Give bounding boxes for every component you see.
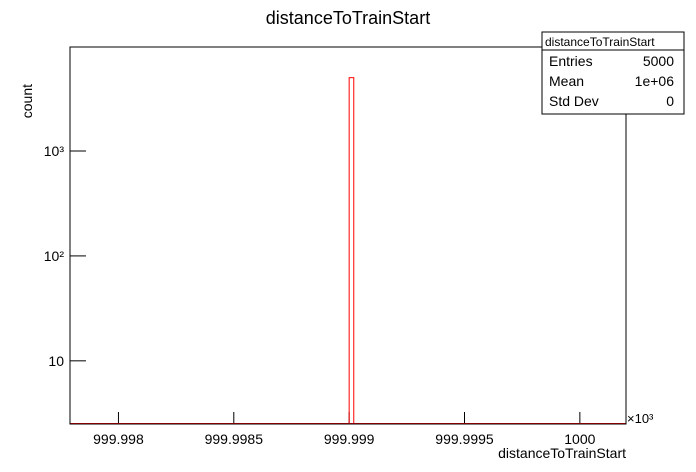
x-tick-label: 999.9985 xyxy=(205,431,264,447)
stats-label: Entries xyxy=(549,53,593,69)
x-exponent: ×10³ xyxy=(627,411,654,426)
y-tick-label: 10 xyxy=(48,353,64,369)
y-axis-label: count xyxy=(19,84,35,118)
stats-box xyxy=(541,31,685,115)
x-axis-label: distanceToTrainStart xyxy=(498,445,626,461)
x-tick-label: 999.999 xyxy=(324,431,375,447)
stats-label: Mean xyxy=(549,73,584,89)
stats-label: Std Dev xyxy=(549,93,599,109)
x-tick-label: 999.9995 xyxy=(435,431,494,447)
y-tick-label: 10³ xyxy=(44,143,65,159)
chart-title: distanceToTrainStart xyxy=(266,8,430,28)
stats-value: 5000 xyxy=(643,53,674,69)
x-tick-label: 999.998 xyxy=(93,431,144,447)
stats-value: 1e+06 xyxy=(635,73,675,89)
stats-value: 0 xyxy=(666,93,674,109)
y-tick-label: 10² xyxy=(44,248,65,264)
plot-frame xyxy=(69,46,627,425)
x-tick-label: 1000 xyxy=(564,431,595,447)
stats-title: distanceToTrainStart xyxy=(545,35,655,49)
